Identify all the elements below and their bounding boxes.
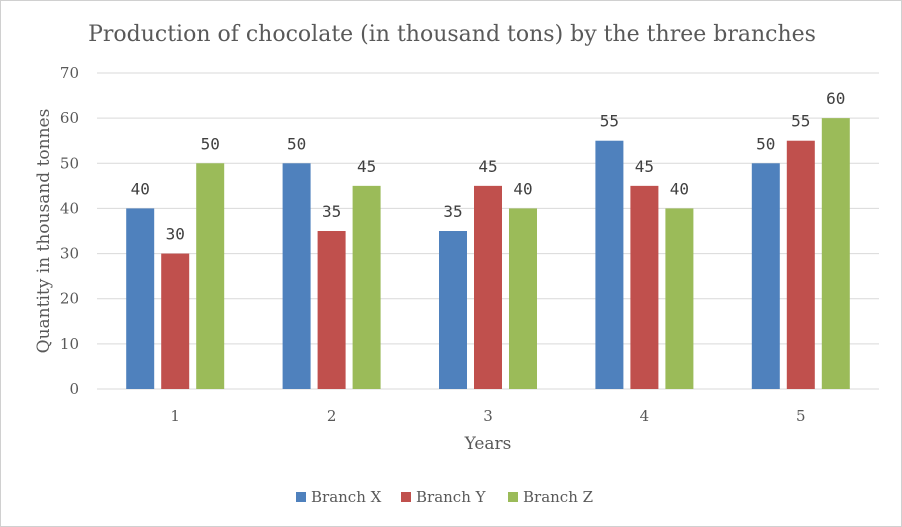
data-label: 35 (443, 202, 462, 221)
bar (595, 140, 624, 389)
data-label: 50 (287, 134, 306, 153)
bar (317, 231, 346, 389)
bar (282, 163, 311, 389)
bar (196, 163, 225, 389)
bar (665, 208, 694, 389)
bar (509, 208, 537, 389)
data-label: 50 (756, 134, 775, 153)
legend-swatch (296, 492, 306, 502)
bar (352, 185, 381, 389)
y-axis-label: Quantity in thousand tonnes (34, 109, 54, 354)
data-label: 45 (478, 157, 497, 176)
bar (786, 140, 815, 389)
data-label: 45 (357, 157, 376, 176)
legend-swatch (508, 492, 518, 502)
data-label: 30 (166, 225, 185, 244)
data-label: 45 (635, 157, 654, 176)
x-tick-label: 4 (640, 407, 650, 425)
legend: Branch X Branch Y Branch Z (296, 488, 593, 506)
y-tick-label: 50 (60, 154, 79, 172)
data-label: 55 (600, 112, 619, 131)
bar (474, 185, 502, 389)
bar (630, 185, 659, 389)
y-tick-label: 60 (60, 109, 79, 127)
x-tick-label: 1 (170, 407, 180, 425)
y-tick-label: 20 (60, 290, 79, 308)
x-tick-label: 2 (327, 407, 337, 425)
data-label: 55 (791, 112, 810, 131)
bar (161, 253, 190, 389)
bars (126, 118, 850, 390)
data-label: 40 (670, 179, 689, 198)
bar (126, 208, 155, 389)
data-label: 40 (513, 179, 532, 198)
data-label: 35 (322, 202, 341, 221)
y-tick-label: 40 (60, 199, 79, 217)
chart-title: Production of chocolate (in thousand ton… (88, 22, 816, 47)
legend-entry: Branch Y (416, 488, 487, 506)
x-axis-label: Years (464, 434, 512, 454)
x-axis-ticks: 1 2 3 4 5 (170, 407, 805, 425)
data-labels: 40 30 50 50 35 45 35 45 40 55 45 40 50 55 60 (131, 89, 846, 243)
legend-swatch (401, 492, 411, 502)
y-tick-label: 70 (60, 64, 79, 82)
bar (439, 231, 467, 389)
y-tick-label: 10 (60, 335, 79, 353)
data-label: 60 (826, 89, 845, 108)
legend-entry: Branch Z (523, 488, 593, 506)
y-tick-label: 0 (69, 380, 79, 398)
x-tick-label: 5 (796, 407, 806, 425)
y-axis-ticks: 0 10 20 30 40 50 60 70 (60, 64, 79, 398)
bar (821, 118, 850, 390)
legend-entry: Branch X (311, 488, 382, 506)
x-tick-label: 3 (483, 407, 493, 425)
data-label: 40 (131, 179, 150, 198)
bar (751, 163, 780, 389)
y-tick-label: 30 (60, 245, 79, 263)
data-label: 50 (201, 134, 220, 153)
